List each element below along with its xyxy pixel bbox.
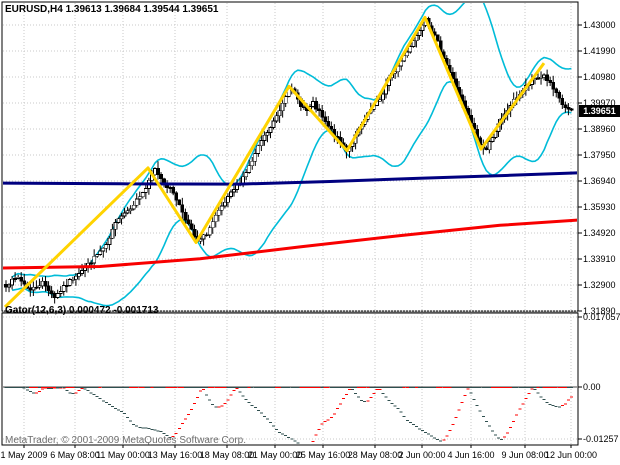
price-axis-label: 1.31890 <box>583 306 616 316</box>
price-axis-label: 1.41990 <box>583 46 616 56</box>
time-axis-label: 4 Jun 16:00 <box>447 450 495 460</box>
price-axis-label: 1.33910 <box>583 254 616 264</box>
indicator-axis-label: 0.00 <box>583 382 601 392</box>
time-axis-label: 13 May 16:00 <box>147 450 203 460</box>
time-axis-label: 21 May 00:00 <box>247 450 303 460</box>
time-axis-label: 1 May 2009 <box>0 450 48 460</box>
current-price-box: 1.39651 <box>579 105 620 117</box>
time-axis-label: 25 May 16:00 <box>295 450 351 460</box>
indicator-axis-label: 0.017057 <box>583 312 620 322</box>
time-axis-label: 9 Jun 08:00 <box>501 450 549 460</box>
price-axis-label: 1.39970 <box>583 98 616 108</box>
price-axis-label: 1.43000 <box>583 20 616 30</box>
indicator-axis-label: -0.01257 <box>583 434 619 444</box>
indicator-title: Gator(12,6,3) 0.000472 -0.001713 <box>5 305 159 316</box>
watermark-copyright: MetaTrader, © 2001-2009 MetaQuotes Softw… <box>5 435 247 446</box>
price-axis-label: 1.34920 <box>583 228 616 238</box>
price-axis-label: 1.40980 <box>583 72 616 82</box>
time-axis-label: 6 May 08:00 <box>50 450 100 460</box>
price-axis-label: 1.35930 <box>583 202 616 212</box>
time-axis-label: 18 May 08:00 <box>199 450 255 460</box>
time-axis-label: 28 May 08:00 <box>347 450 403 460</box>
chart-ohlc-title: EURUSD,H4 1.39613 1.39684 1.39544 1.3965… <box>5 4 219 15</box>
price-axis-label: 1.37950 <box>583 150 616 160</box>
price-axis-label: 1.38960 <box>583 124 616 134</box>
time-axis-label: 12 Jun 00:00 <box>544 450 598 460</box>
time-axis-label: 2 Jun 00:00 <box>398 450 446 460</box>
time-axis-label: 11 May 00:00 <box>96 450 150 460</box>
price-axis-label: 1.36940 <box>583 176 616 186</box>
price-axis-label: 1.32900 <box>583 280 616 290</box>
